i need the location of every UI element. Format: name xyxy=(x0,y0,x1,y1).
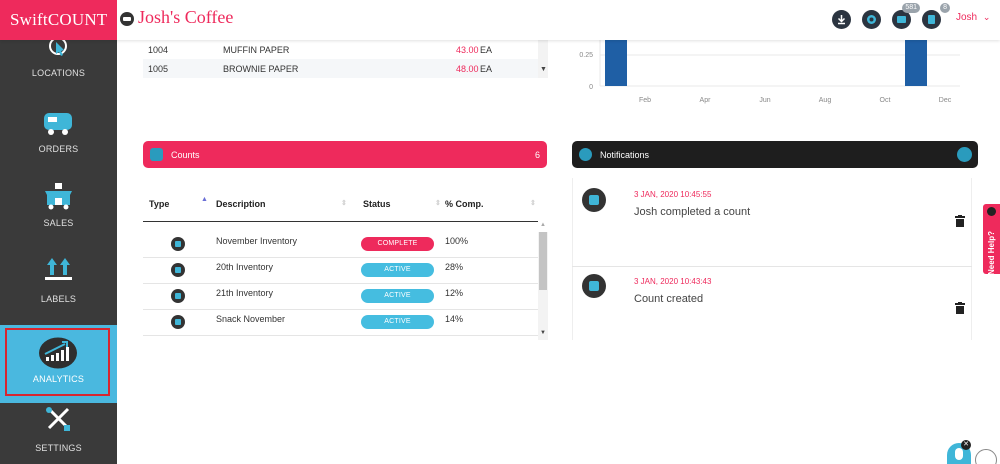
sidebar-item-analytics[interactable]: ANALYTICS xyxy=(0,325,117,403)
counts-panel-header[interactable]: Counts 6 xyxy=(143,141,547,168)
labels-icon xyxy=(45,258,72,280)
brand-logo[interactable]: SwiftCOUNT xyxy=(0,0,117,40)
bell-icon xyxy=(579,148,592,161)
count-description: Snack November xyxy=(216,314,286,324)
column-header-status[interactable]: Status ⇕ xyxy=(363,199,441,209)
sort-icon: ⇕ xyxy=(435,200,441,207)
orders-icon[interactable]: 581 xyxy=(892,3,920,29)
help-icon xyxy=(987,207,996,216)
scroll-down-icon[interactable]: ▼ xyxy=(540,330,546,336)
scroll-top-button[interactable] xyxy=(975,449,997,464)
count-type-icon xyxy=(171,263,185,277)
table-row[interactable]: 20th Inventory ACTIVE 28% xyxy=(143,258,538,284)
settings-icon[interactable] xyxy=(862,10,881,29)
percent-complete: 100% xyxy=(445,236,469,246)
x-tick-label: Feb xyxy=(639,97,651,104)
chart-bar xyxy=(605,40,627,86)
store-name: Josh's Coffee xyxy=(138,7,234,27)
count-type-icon xyxy=(171,237,185,251)
table-row[interactable]: November Inventory COMPLETE 100% xyxy=(143,232,538,258)
y-tick-label: 0.25 xyxy=(579,52,593,59)
status-badge[interactable]: ACTIVE xyxy=(361,315,434,329)
sort-icon: ⇕ xyxy=(530,200,536,207)
count-description: 21th Inventory xyxy=(216,288,274,298)
percent-complete: 28% xyxy=(445,262,464,272)
percent-complete: 14% xyxy=(445,314,464,324)
analytics-icon xyxy=(39,337,77,369)
sidebar-item-locations[interactable]: LOCATIONS xyxy=(0,34,117,109)
sort-asc-icon: ▲ xyxy=(201,196,208,203)
scroll-down-icon[interactable]: ▼ xyxy=(540,66,547,73)
clipboard-icon[interactable]: 8 xyxy=(922,3,950,29)
sidebar-item-labels[interactable]: LABELS xyxy=(0,255,117,330)
notifications-panel-header[interactable]: Notifications xyxy=(572,141,978,168)
notifications-title: Notifications xyxy=(600,150,650,160)
column-header-type[interactable]: Type ▲ xyxy=(149,196,208,209)
trash-icon[interactable] xyxy=(955,302,965,314)
counts-title: Counts xyxy=(171,150,200,160)
active-outline xyxy=(5,328,110,396)
top-bar: SwiftCOUNT Josh's Coffee 581 8 Josh ⌄ xyxy=(0,0,1000,40)
header-divider xyxy=(143,221,538,222)
chevron-down-icon: ⌄ xyxy=(982,12,991,22)
store-logo-icon xyxy=(120,12,134,26)
table-row[interactable]: 1004 MUFFIN PAPER 43.00 EA xyxy=(148,45,493,55)
x-tick-label: Oct xyxy=(880,97,891,104)
sidebar: LOCATIONS ORDERS SALES LABELS xyxy=(0,37,117,464)
user-name: Josh xyxy=(956,12,978,23)
count-icon xyxy=(582,188,606,212)
truck-icon xyxy=(44,113,72,135)
percent-complete: 12% xyxy=(445,288,464,298)
notifications-list xyxy=(572,178,972,340)
download-icon[interactable] xyxy=(832,10,851,29)
count-description: 20th Inventory xyxy=(216,262,274,272)
location-icon xyxy=(49,37,67,56)
x-tick-label: Dec xyxy=(939,97,952,104)
analytics-chart: 0.25 0 Feb Apr Jun Aug Oct Dec xyxy=(579,40,960,104)
sidebar-item-orders[interactable]: ORDERS xyxy=(0,110,117,185)
sidebar-item-settings[interactable]: SETTINGS xyxy=(0,403,117,464)
x-tick-label: Jun xyxy=(759,97,770,104)
column-header-percent[interactable]: % Comp. ⇕ xyxy=(445,199,536,209)
counts-scroll-thumb[interactable] xyxy=(539,232,547,290)
table-row[interactable]: 1005 BROWNIE PAPER 48.00 EA xyxy=(143,59,538,78)
chart-bar xyxy=(905,40,927,86)
counts-total: 6 xyxy=(534,150,540,160)
count-type-icon xyxy=(171,315,185,329)
sort-icon: ⇕ xyxy=(341,200,347,207)
table-row[interactable]: 21th Inventory ACTIVE 12% xyxy=(143,284,538,310)
user-menu[interactable]: Josh ⌄ xyxy=(956,12,990,23)
notification-divider xyxy=(572,266,972,267)
items-scrollbar[interactable]: ▼ xyxy=(538,40,548,78)
tools-icon xyxy=(46,407,70,431)
scroll-up-icon[interactable]: ▲ xyxy=(540,222,546,228)
sidebar-item-sales[interactable]: SALES xyxy=(0,180,117,255)
status-badge[interactable]: ACTIVE xyxy=(361,263,434,277)
close-icon[interactable]: ✕ xyxy=(961,440,971,450)
column-header-description[interactable]: Description ⇕ xyxy=(216,199,347,209)
count-type-icon xyxy=(171,289,185,303)
x-tick-label: Aug xyxy=(819,97,832,104)
clipboard-badge: 8 xyxy=(940,3,950,13)
count-icon xyxy=(582,274,606,298)
status-badge[interactable]: ACTIVE xyxy=(361,289,434,303)
need-help-tab[interactable]: Need Help? xyxy=(983,204,1000,275)
table-row[interactable]: Snack November ACTIVE 14% xyxy=(143,310,538,336)
rocket-icon xyxy=(955,448,963,460)
trash-icon[interactable] xyxy=(955,215,965,227)
store-icon xyxy=(45,183,72,210)
count-description: November Inventory xyxy=(216,236,298,246)
y-tick-label: 0 xyxy=(589,84,593,91)
orders-badge: 581 xyxy=(902,3,920,13)
clear-all-icon[interactable] xyxy=(957,147,972,162)
status-badge[interactable]: COMPLETE xyxy=(361,237,434,251)
counts-icon xyxy=(150,148,163,161)
x-tick-label: Apr xyxy=(700,97,712,104)
